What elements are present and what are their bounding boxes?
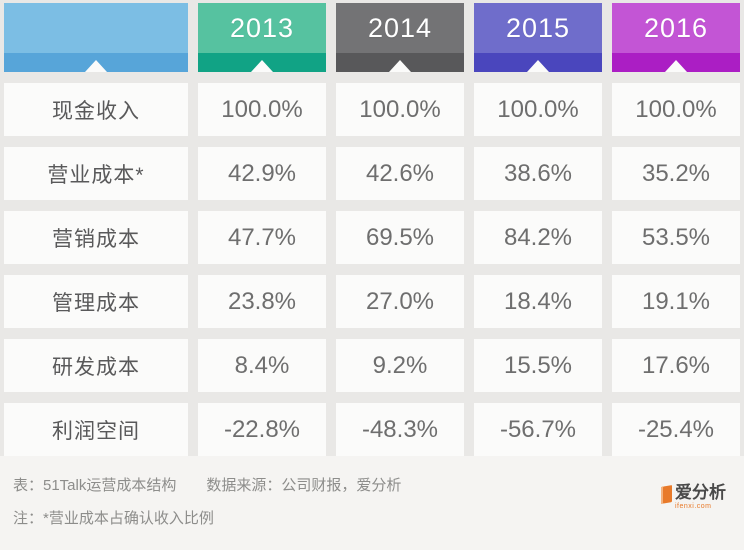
header-year-2013: 2013 bbox=[198, 3, 326, 72]
value-cell: -22.8% bbox=[198, 403, 326, 456]
value-cell: 100.0% bbox=[336, 83, 464, 136]
ifenxi-flame-icon bbox=[661, 485, 672, 504]
value-cell: 19.1% bbox=[612, 275, 740, 328]
value-cell: 42.9% bbox=[198, 147, 326, 200]
notch-arrow bbox=[389, 60, 411, 72]
value-cell: 47.7% bbox=[198, 211, 326, 264]
value-cell: -56.7% bbox=[474, 403, 602, 456]
year-label: 2016 bbox=[643, 12, 709, 43]
notch-arrow bbox=[527, 60, 549, 72]
value-cell: -25.4% bbox=[612, 403, 740, 456]
ifenxi-logo: 爱分析 ifenxi.com bbox=[661, 484, 726, 510]
value-cell: 53.5% bbox=[612, 211, 740, 264]
notch-arrow bbox=[85, 60, 107, 72]
year-label: 2013 bbox=[229, 12, 295, 43]
value-cell: 8.4% bbox=[198, 339, 326, 392]
value-cell: 69.5% bbox=[336, 211, 464, 264]
logo-domain-text: ifenxi.com bbox=[675, 503, 712, 510]
value-cell: -48.3% bbox=[336, 403, 464, 456]
value-cell: 42.6% bbox=[336, 147, 464, 200]
header-year-2015: 2015 bbox=[474, 3, 602, 72]
caption-line: 表：51Talk运营成本结构 数据来源：公司财报，爱分析 bbox=[13, 474, 744, 495]
figure-footer: 表：51Talk运营成本结构 数据来源：公司财报，爱分析 注：*营业成本占确认收入… bbox=[0, 456, 744, 550]
data-source: 数据来源：公司财报，爱分析 bbox=[206, 477, 402, 494]
row-label-management-cost: 管理成本 bbox=[4, 275, 188, 328]
value-cell: 100.0% bbox=[474, 83, 602, 136]
notch-arrow bbox=[251, 60, 273, 72]
header-year-2014: 2014 bbox=[336, 3, 464, 72]
header-strip bbox=[4, 53, 188, 72]
notch-arrow bbox=[665, 60, 687, 72]
value-cell: 35.2% bbox=[612, 147, 740, 200]
header-year-2016: 2016 bbox=[612, 3, 740, 72]
year-label: 2015 bbox=[505, 12, 571, 43]
value-cell: 100.0% bbox=[612, 83, 740, 136]
header-corner bbox=[4, 3, 188, 72]
value-cell: 38.6% bbox=[474, 147, 602, 200]
year-label: 2014 bbox=[367, 12, 433, 43]
value-cell: 84.2% bbox=[474, 211, 602, 264]
header-strip bbox=[336, 53, 464, 72]
row-label-marketing-cost: 营销成本 bbox=[4, 211, 188, 264]
footnote: 注：*营业成本占确认收入比例 bbox=[13, 510, 214, 527]
value-cell: 15.5% bbox=[474, 339, 602, 392]
header-strip bbox=[198, 53, 326, 72]
ifenxi-logo-text: 爱分析 ifenxi.com bbox=[675, 484, 726, 510]
row-label-operating-cost: 营业成本* bbox=[4, 147, 188, 200]
row-label-rnd-cost: 研发成本 bbox=[4, 339, 188, 392]
header-strip bbox=[474, 53, 602, 72]
cost-table: 2013 2014 2015 2016 现金收入 100.0% 100.0% 1… bbox=[4, 3, 740, 456]
table-caption: 表：51Talk运营成本结构 bbox=[13, 477, 177, 494]
value-cell: 9.2% bbox=[336, 339, 464, 392]
value-cell: 27.0% bbox=[336, 275, 464, 328]
value-cell: 100.0% bbox=[198, 83, 326, 136]
value-cell: 18.4% bbox=[474, 275, 602, 328]
logo-wordmark: 爱分析 bbox=[675, 483, 726, 502]
row-label-cash-income: 现金收入 bbox=[4, 83, 188, 136]
value-cell: 17.6% bbox=[612, 339, 740, 392]
row-label-profit-margin: 利润空间 bbox=[4, 403, 188, 456]
header-strip bbox=[612, 53, 740, 72]
value-cell: 23.8% bbox=[198, 275, 326, 328]
